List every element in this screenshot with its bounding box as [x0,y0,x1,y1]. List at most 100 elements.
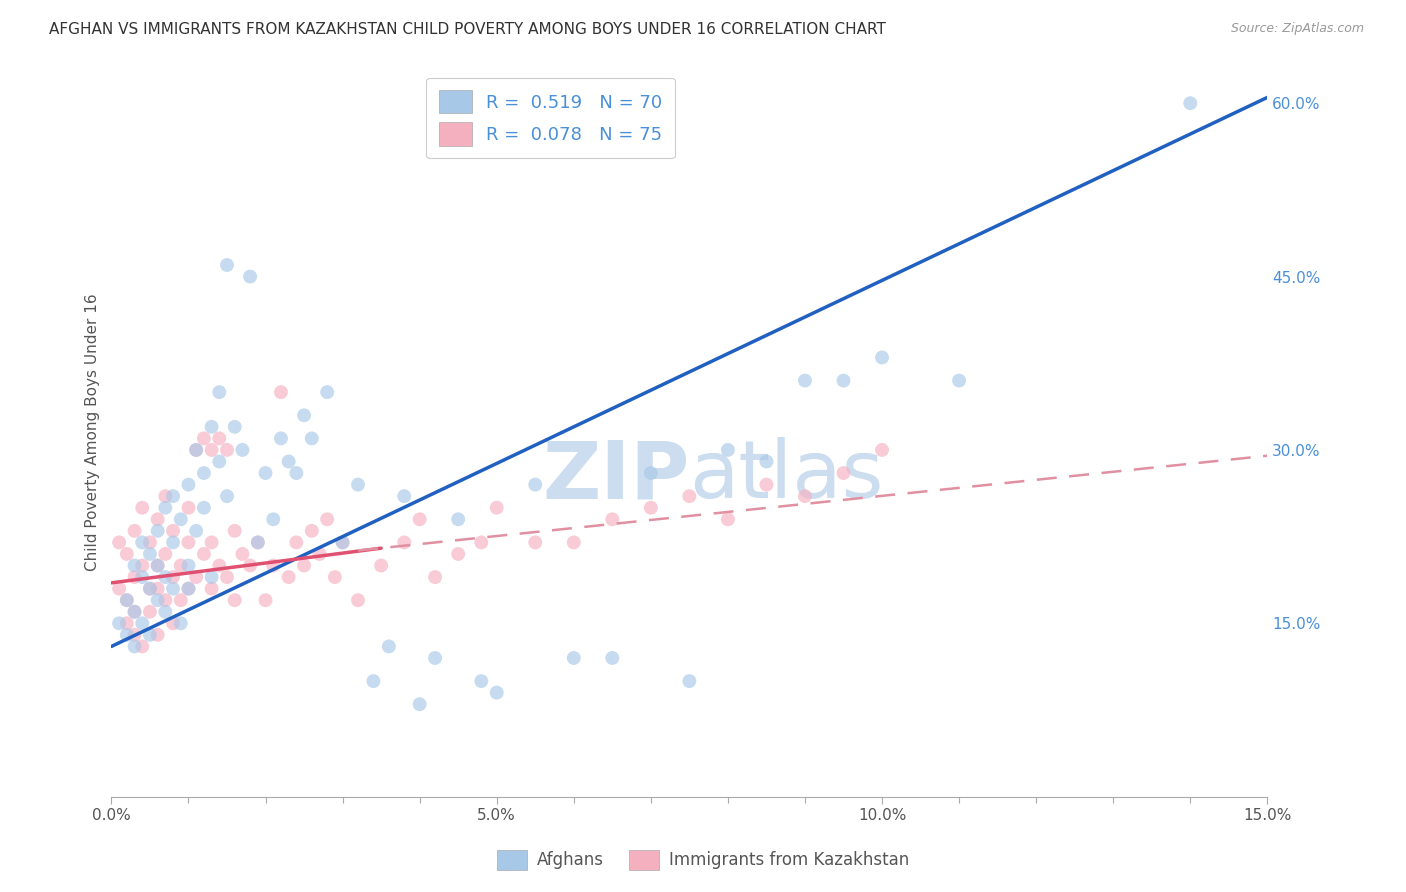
Point [115,593,138,607]
Point [200,419,222,434]
Point [108,535,131,549]
Point [131,570,153,584]
Point [208,558,231,573]
Y-axis label: Child Poverty Among Boys Under 16: Child Poverty Among Boys Under 16 [86,293,100,572]
Point [301,524,323,538]
Point [370,558,392,573]
Point [347,593,370,607]
Point [640,466,662,480]
Point [308,547,330,561]
Point [470,674,492,689]
Point [423,570,446,584]
Point [193,547,215,561]
Point [146,582,169,596]
Point [470,535,492,549]
Point [316,512,339,526]
Point [246,535,269,549]
Point [485,500,508,515]
Point [155,547,177,561]
Point [200,570,222,584]
Point [224,524,246,538]
Legend: Afghans, Immigrants from Kazakhstan: Afghans, Immigrants from Kazakhstan [491,843,915,877]
Point [200,582,222,596]
Point [717,442,740,457]
Point [246,535,269,549]
Point [239,558,262,573]
Point [332,535,354,549]
Point [323,570,346,584]
Point [146,558,169,573]
Point [948,374,970,388]
Point [186,442,208,457]
Point [363,674,385,689]
Point [146,558,169,573]
Point [124,570,146,584]
Point [177,500,200,515]
Point [270,385,292,400]
Legend: R =  0.519   N = 70, R =  0.078   N = 75: R = 0.519 N = 70, R = 0.078 N = 75 [426,78,675,158]
Point [832,374,855,388]
Point [215,258,238,272]
Point [170,558,193,573]
Point [177,477,200,491]
Point [155,605,177,619]
Point [870,351,893,365]
Point [155,500,177,515]
Point [139,535,162,549]
Point [208,454,231,468]
Point [602,512,624,526]
Point [347,477,370,491]
Point [155,489,177,503]
Point [447,547,470,561]
Point [186,524,208,538]
Point [108,582,131,596]
Text: Source: ZipAtlas.com: Source: ZipAtlas.com [1230,22,1364,36]
Point [193,500,215,515]
Point [524,477,547,491]
Point [224,419,246,434]
Text: AFGHAN VS IMMIGRANTS FROM KAZAKHSTAN CHILD POVERTY AMONG BOYS UNDER 16 CORRELATI: AFGHAN VS IMMIGRANTS FROM KAZAKHSTAN CHI… [49,22,886,37]
Point [316,385,339,400]
Point [200,535,222,549]
Point [131,500,153,515]
Point [524,535,547,549]
Point [1180,96,1202,111]
Point [224,593,246,607]
Point [177,535,200,549]
Point [162,570,184,584]
Point [231,547,253,561]
Point [139,582,162,596]
Point [208,385,231,400]
Point [177,582,200,596]
Point [408,697,430,711]
Point [146,524,169,538]
Point [177,582,200,596]
Point [562,651,585,665]
Point [301,431,323,445]
Point [146,512,169,526]
Point [186,442,208,457]
Point [270,431,292,445]
Point [394,489,416,503]
Point [870,442,893,457]
Point [131,535,153,549]
Point [108,616,131,631]
Point [755,454,778,468]
Point [139,547,162,561]
Point [193,466,215,480]
Point [254,593,277,607]
Point [562,535,585,549]
Point [832,466,855,480]
Point [155,593,177,607]
Point [162,489,184,503]
Point [485,686,508,700]
Point [146,593,169,607]
Point [186,570,208,584]
Point [115,616,138,631]
Point [124,558,146,573]
Point [262,558,284,573]
Point [262,512,284,526]
Point [277,570,299,584]
Point [755,477,778,491]
Point [332,535,354,549]
